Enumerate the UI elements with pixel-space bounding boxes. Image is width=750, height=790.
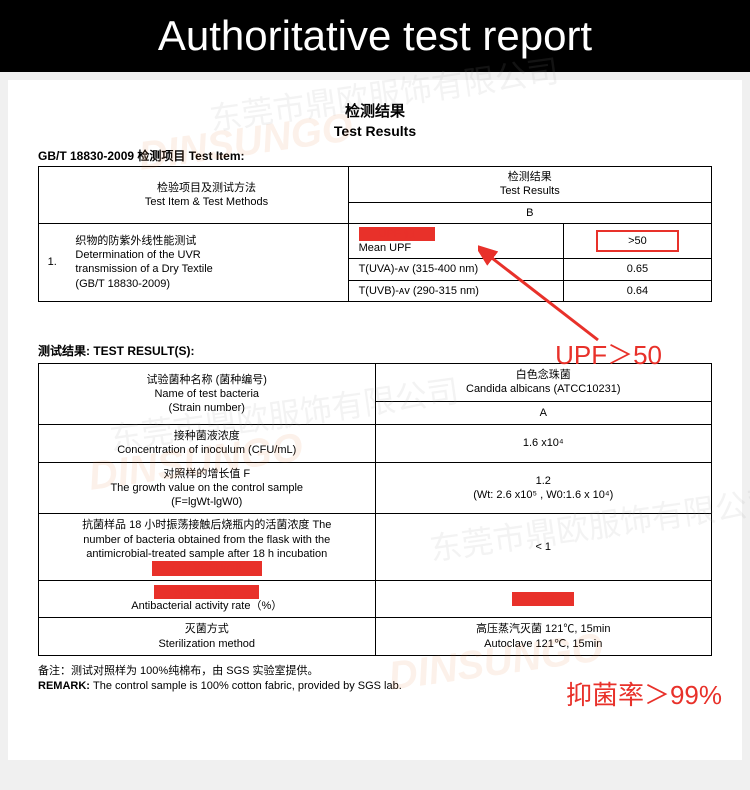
steril-val1: 高压蒸汽灭菌 121℃, 15min xyxy=(382,622,706,636)
table-antibacterial: 试验菌种名称 (菌种编号) Name of test bacteria (Str… xyxy=(38,363,712,656)
steril-cn: 灭菌方式 xyxy=(45,622,369,636)
tuvb-value: 0.64 xyxy=(563,280,711,301)
section1-title-cn: 检测结果 xyxy=(38,100,712,121)
strain-cn: 试验菌种名称 (菌种编号) xyxy=(45,373,369,387)
sample-a: A xyxy=(375,401,712,424)
steril-val2: Autoclave 121℃, 15min xyxy=(382,637,706,651)
method-en1: Determination of the UVR xyxy=(75,248,341,262)
upf-value: >50 xyxy=(596,230,679,252)
upf-label-cn-highlight: UPF 值 xyxy=(359,227,435,241)
sample-b: B xyxy=(348,202,711,223)
table-upf: 检验项目及测试方法 Test Item & Test Methods 检测结果 … xyxy=(38,166,712,302)
strain-en2: (Strain number) xyxy=(45,401,369,415)
col-methods-cn: 检验项目及测试方法 xyxy=(71,181,341,195)
callout-rate: 抑菌率＞99% xyxy=(566,675,722,712)
strain-en1: Name of test bacteria xyxy=(45,387,369,401)
upf-label-en: Mean UPF xyxy=(359,242,412,254)
growth-val-bot: (Wt: 2.6 x10⁵ , W0:1.6 x 10⁴) xyxy=(382,488,706,502)
steril-en: Sterilization method xyxy=(45,637,369,651)
report-page: 东莞市鼎欧服饰有限公司 DINSUNGO 东莞市鼎欧服饰有限公司 DINSUNG… xyxy=(8,80,742,760)
row-num: 1. xyxy=(39,223,66,301)
conc-en: Concentration of inoculum (CFU/mL) xyxy=(45,443,369,457)
header-bar: Authoritative test report xyxy=(0,0,750,72)
col-results-en: Test Results xyxy=(355,184,705,198)
rate-val: > 99 xyxy=(375,580,712,618)
growth-val-top: 1.2 xyxy=(382,474,706,488)
col-methods-en: Test Item & Test Methods xyxy=(71,195,341,209)
bacteria-cn: 抗菌样品 18 小时振荡接触后烧瓶内的活菌浓度 The xyxy=(45,518,369,532)
growth-cn: 对照样的增长值 F xyxy=(45,467,369,481)
method-en3: (GB/T 18830-2009) xyxy=(75,277,341,291)
callout-upf: UPF＞50 xyxy=(555,335,662,372)
conc-val: 1.6 x10⁴ xyxy=(375,424,712,462)
method-cn: 织物的防紫外线性能测试 xyxy=(75,234,341,248)
bacteria-en3: ( Qt )(CFU/ml) xyxy=(45,561,369,575)
bacteria-en2: antimicrobial-treated sample after 18 h … xyxy=(45,547,369,561)
tuvb-label: T(UVB)-ᴀᴠ (290-315 nm) xyxy=(348,280,563,301)
header-title: Authoritative test report xyxy=(158,12,592,59)
method-en2: transmission of a Dry Textile xyxy=(75,262,341,276)
test-item-label: GB/T 18830-2009 检测项目 Test Item: xyxy=(38,147,712,164)
rate-cn: 抑菌率（%） xyxy=(45,585,369,599)
tuva-value: 0.65 xyxy=(563,259,711,280)
bacteria-val: < 1 xyxy=(375,514,712,580)
growth-en1: The growth value on the control sample xyxy=(45,481,369,495)
col-results-cn: 检测结果 xyxy=(355,170,705,184)
bacteria-en1: number of bacteria obtained from the fla… xyxy=(45,533,369,547)
tuva-label: T(UVA)-ᴀᴠ (315-400 nm) xyxy=(348,259,563,280)
conc-cn: 接种菌液浓度 xyxy=(45,429,369,443)
growth-en2: (F=lgWt-lgW0) xyxy=(45,495,369,509)
section1-title-en: Test Results xyxy=(38,123,712,139)
strain-val-en: Candida albicans (ATCC10231) xyxy=(382,382,706,396)
rate-en: Antibacterial activity rate（%） xyxy=(45,599,369,613)
